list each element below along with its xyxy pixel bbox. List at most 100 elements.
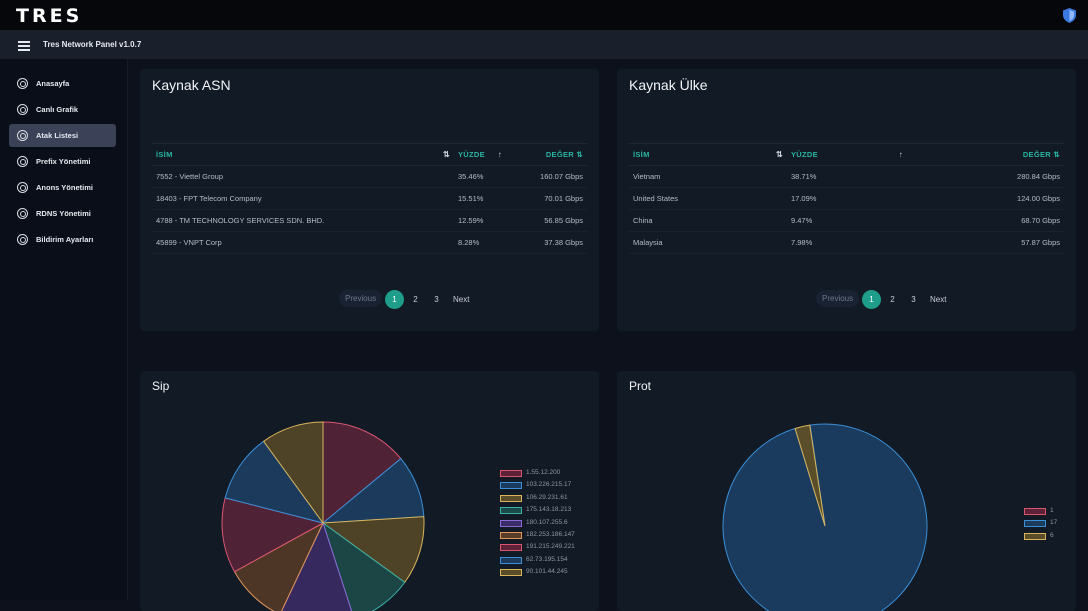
sort-up-icon[interactable]: ↑ bbox=[497, 150, 502, 159]
pie-slice[interactable] bbox=[262, 421, 324, 525]
column-header-value[interactable]: DEĞER ⇅ bbox=[506, 143, 587, 166]
table-row: 7552 - Viettel Group 35.46% 160.07 Gbps bbox=[152, 165, 587, 188]
legend-swatch bbox=[500, 470, 522, 477]
legend-label: 191.215.249.221 bbox=[526, 543, 575, 551]
pie-slice[interactable] bbox=[322, 421, 402, 525]
radio-circle-icon bbox=[17, 130, 28, 141]
cell-name: 7552 - Viettel Group bbox=[152, 165, 454, 188]
cell-name: 45899 - VNPT Corp bbox=[152, 231, 454, 254]
shield-icon[interactable] bbox=[1063, 8, 1076, 23]
pie-slice[interactable] bbox=[280, 521, 354, 611]
sidebar-item-atak-listesi[interactable]: Atak Listesi bbox=[9, 124, 116, 147]
sort-icon[interactable]: ⇅ bbox=[775, 150, 783, 159]
sort-icon[interactable]: ⇅ bbox=[442, 150, 450, 159]
legend-swatch bbox=[1024, 520, 1046, 528]
page-button-1[interactable]: 1 bbox=[862, 290, 881, 309]
cell-value: 56.85 Gbps bbox=[506, 209, 587, 232]
sip-chart-card: Sip 1.55.12.200 103.226.215.17 106.29.231.… bbox=[140, 371, 599, 611]
table-row: 18403 - FPT Telecom Company 15.51% 70.01… bbox=[152, 187, 587, 210]
table-row: 4788 - TM TECHNOLOGY SERVICES SDN. BHD. … bbox=[152, 209, 587, 232]
page-button-1[interactable]: 1 bbox=[385, 290, 404, 309]
column-header-name[interactable]: İSİM ⇅ bbox=[152, 143, 454, 166]
app-title: Tres Network Panel v1.0.7 bbox=[43, 40, 142, 49]
previous-button[interactable]: Previous bbox=[816, 290, 860, 307]
country-table: İSİM ⇅ YÜZDE ↑ DEĞER ⇅ Vietnam 38.71% 280.… bbox=[629, 143, 1064, 254]
sidebar-item-label: Atak Listesi bbox=[36, 131, 79, 140]
cell-name: United States bbox=[629, 187, 787, 210]
cell-percent: 8.28% bbox=[454, 231, 506, 254]
next-button[interactable]: Next bbox=[930, 295, 947, 304]
sip-pie-chart bbox=[221, 421, 425, 611]
sidebar-item-label: Anons Yönetimi bbox=[36, 183, 93, 192]
cell-percent: 17.09% bbox=[787, 187, 907, 210]
pie-slice[interactable] bbox=[224, 440, 325, 524]
table-header-row: İSİM ⇅ YÜZDE ↑ DEĞER ⇅ bbox=[629, 143, 1064, 166]
sidebar-item-bildirim-ayarlari[interactable]: Bildirim Ayarları bbox=[9, 228, 116, 251]
pie-slice[interactable] bbox=[321, 516, 425, 584]
next-button[interactable]: Next bbox=[453, 295, 470, 304]
prot-chart-card: Prot 1 17 6 bbox=[617, 371, 1076, 611]
legend-swatch bbox=[1024, 532, 1046, 540]
country-card: Kaynak Ülke İSİM ⇅ YÜZDE ↑ DEĞER ⇅ Vietnam… bbox=[617, 69, 1076, 331]
legend-label: 103.226.215.17 bbox=[526, 481, 572, 489]
column-header-label: YÜZDE bbox=[791, 150, 818, 159]
column-header-percent[interactable]: YÜZDE ↑ bbox=[454, 143, 506, 166]
page-button-3[interactable]: 3 bbox=[911, 295, 916, 304]
pie-slice[interactable] bbox=[221, 497, 325, 573]
sidebar-item-anons-yonetimi[interactable]: Anons Yönetimi bbox=[9, 176, 116, 199]
cell-percent: 12.59% bbox=[454, 209, 506, 232]
cell-name: 18403 - FPT Telecom Company bbox=[152, 187, 454, 210]
sort-icon[interactable]: ⇅ bbox=[576, 150, 583, 159]
cell-value: 70.01 Gbps bbox=[506, 187, 587, 210]
column-header-name[interactable]: İSİM ⇅ bbox=[629, 143, 787, 166]
radio-circle-icon bbox=[17, 156, 28, 167]
menu-icon[interactable] bbox=[18, 41, 30, 51]
sidebar: Anasayfa Canlı Grafik Atak Listesi Prefi… bbox=[0, 59, 128, 600]
legend-swatch bbox=[500, 519, 522, 527]
cell-value: 57.87 Gbps bbox=[907, 231, 1064, 254]
cell-percent: 9.47% bbox=[787, 209, 907, 232]
radio-circle-icon bbox=[17, 234, 28, 245]
cell-percent: 15.51% bbox=[454, 187, 506, 210]
logo: TRES bbox=[16, 5, 83, 27]
column-header-value[interactable]: DEĞER ⇅ bbox=[907, 143, 1064, 166]
sidebar-item-rdns-yonetimi[interactable]: RDNS Yönetimi bbox=[9, 202, 116, 225]
legend-label: 106.29.231.61 bbox=[526, 493, 568, 501]
sort-up-icon[interactable]: ↑ bbox=[898, 150, 903, 159]
cell-percent: 35.46% bbox=[454, 165, 506, 188]
header-bar: Tres Network Panel v1.0.7 bbox=[0, 30, 1088, 59]
pie-slice[interactable] bbox=[722, 423, 928, 611]
sidebar-item-prefix-yonetimi[interactable]: Prefix Yönetimi bbox=[9, 150, 116, 173]
radio-circle-icon bbox=[17, 78, 28, 89]
sort-icon[interactable]: ⇅ bbox=[1053, 150, 1060, 159]
legend-label: 90.101.44.245 bbox=[526, 568, 568, 576]
legend-label: 175.143.18.213 bbox=[526, 506, 572, 514]
legend-swatch bbox=[500, 507, 522, 515]
cell-percent: 38.71% bbox=[787, 165, 907, 188]
sidebar-item-anasayfa[interactable]: Anasayfa bbox=[9, 72, 116, 95]
legend-swatch bbox=[500, 482, 522, 490]
card-title: Kaynak Ülke bbox=[629, 77, 708, 93]
column-header-label: YÜZDE bbox=[458, 150, 485, 159]
pie-slice[interactable] bbox=[794, 424, 826, 527]
legend-label: 1 bbox=[1050, 507, 1054, 514]
page-button-2[interactable]: 2 bbox=[413, 295, 418, 304]
column-header-label: İSİM bbox=[156, 150, 173, 159]
table-row: China 9.47% 68.70 Gbps bbox=[629, 209, 1064, 232]
table-row: Vietnam 38.71% 280.84 Gbps bbox=[629, 165, 1064, 188]
card-title: Kaynak ASN bbox=[152, 77, 231, 93]
legend-swatch bbox=[1024, 508, 1046, 515]
legend-swatch bbox=[500, 569, 522, 577]
cell-percent: 7.98% bbox=[787, 231, 907, 254]
sidebar-item-label: Bildirim Ayarları bbox=[36, 235, 94, 244]
sidebar-item-label: Anasayfa bbox=[36, 79, 70, 88]
radio-circle-icon bbox=[17, 208, 28, 219]
previous-button[interactable]: Previous bbox=[339, 290, 383, 307]
column-header-percent[interactable]: YÜZDE ↑ bbox=[787, 143, 907, 166]
legend-swatch bbox=[500, 544, 522, 552]
page-button-2[interactable]: 2 bbox=[890, 295, 895, 304]
legend-label: 182.253.186.147 bbox=[526, 530, 575, 538]
sidebar-item-canli-grafik[interactable]: Canlı Grafik bbox=[9, 98, 116, 121]
radio-circle-icon bbox=[17, 104, 28, 115]
page-button-3[interactable]: 3 bbox=[434, 295, 439, 304]
